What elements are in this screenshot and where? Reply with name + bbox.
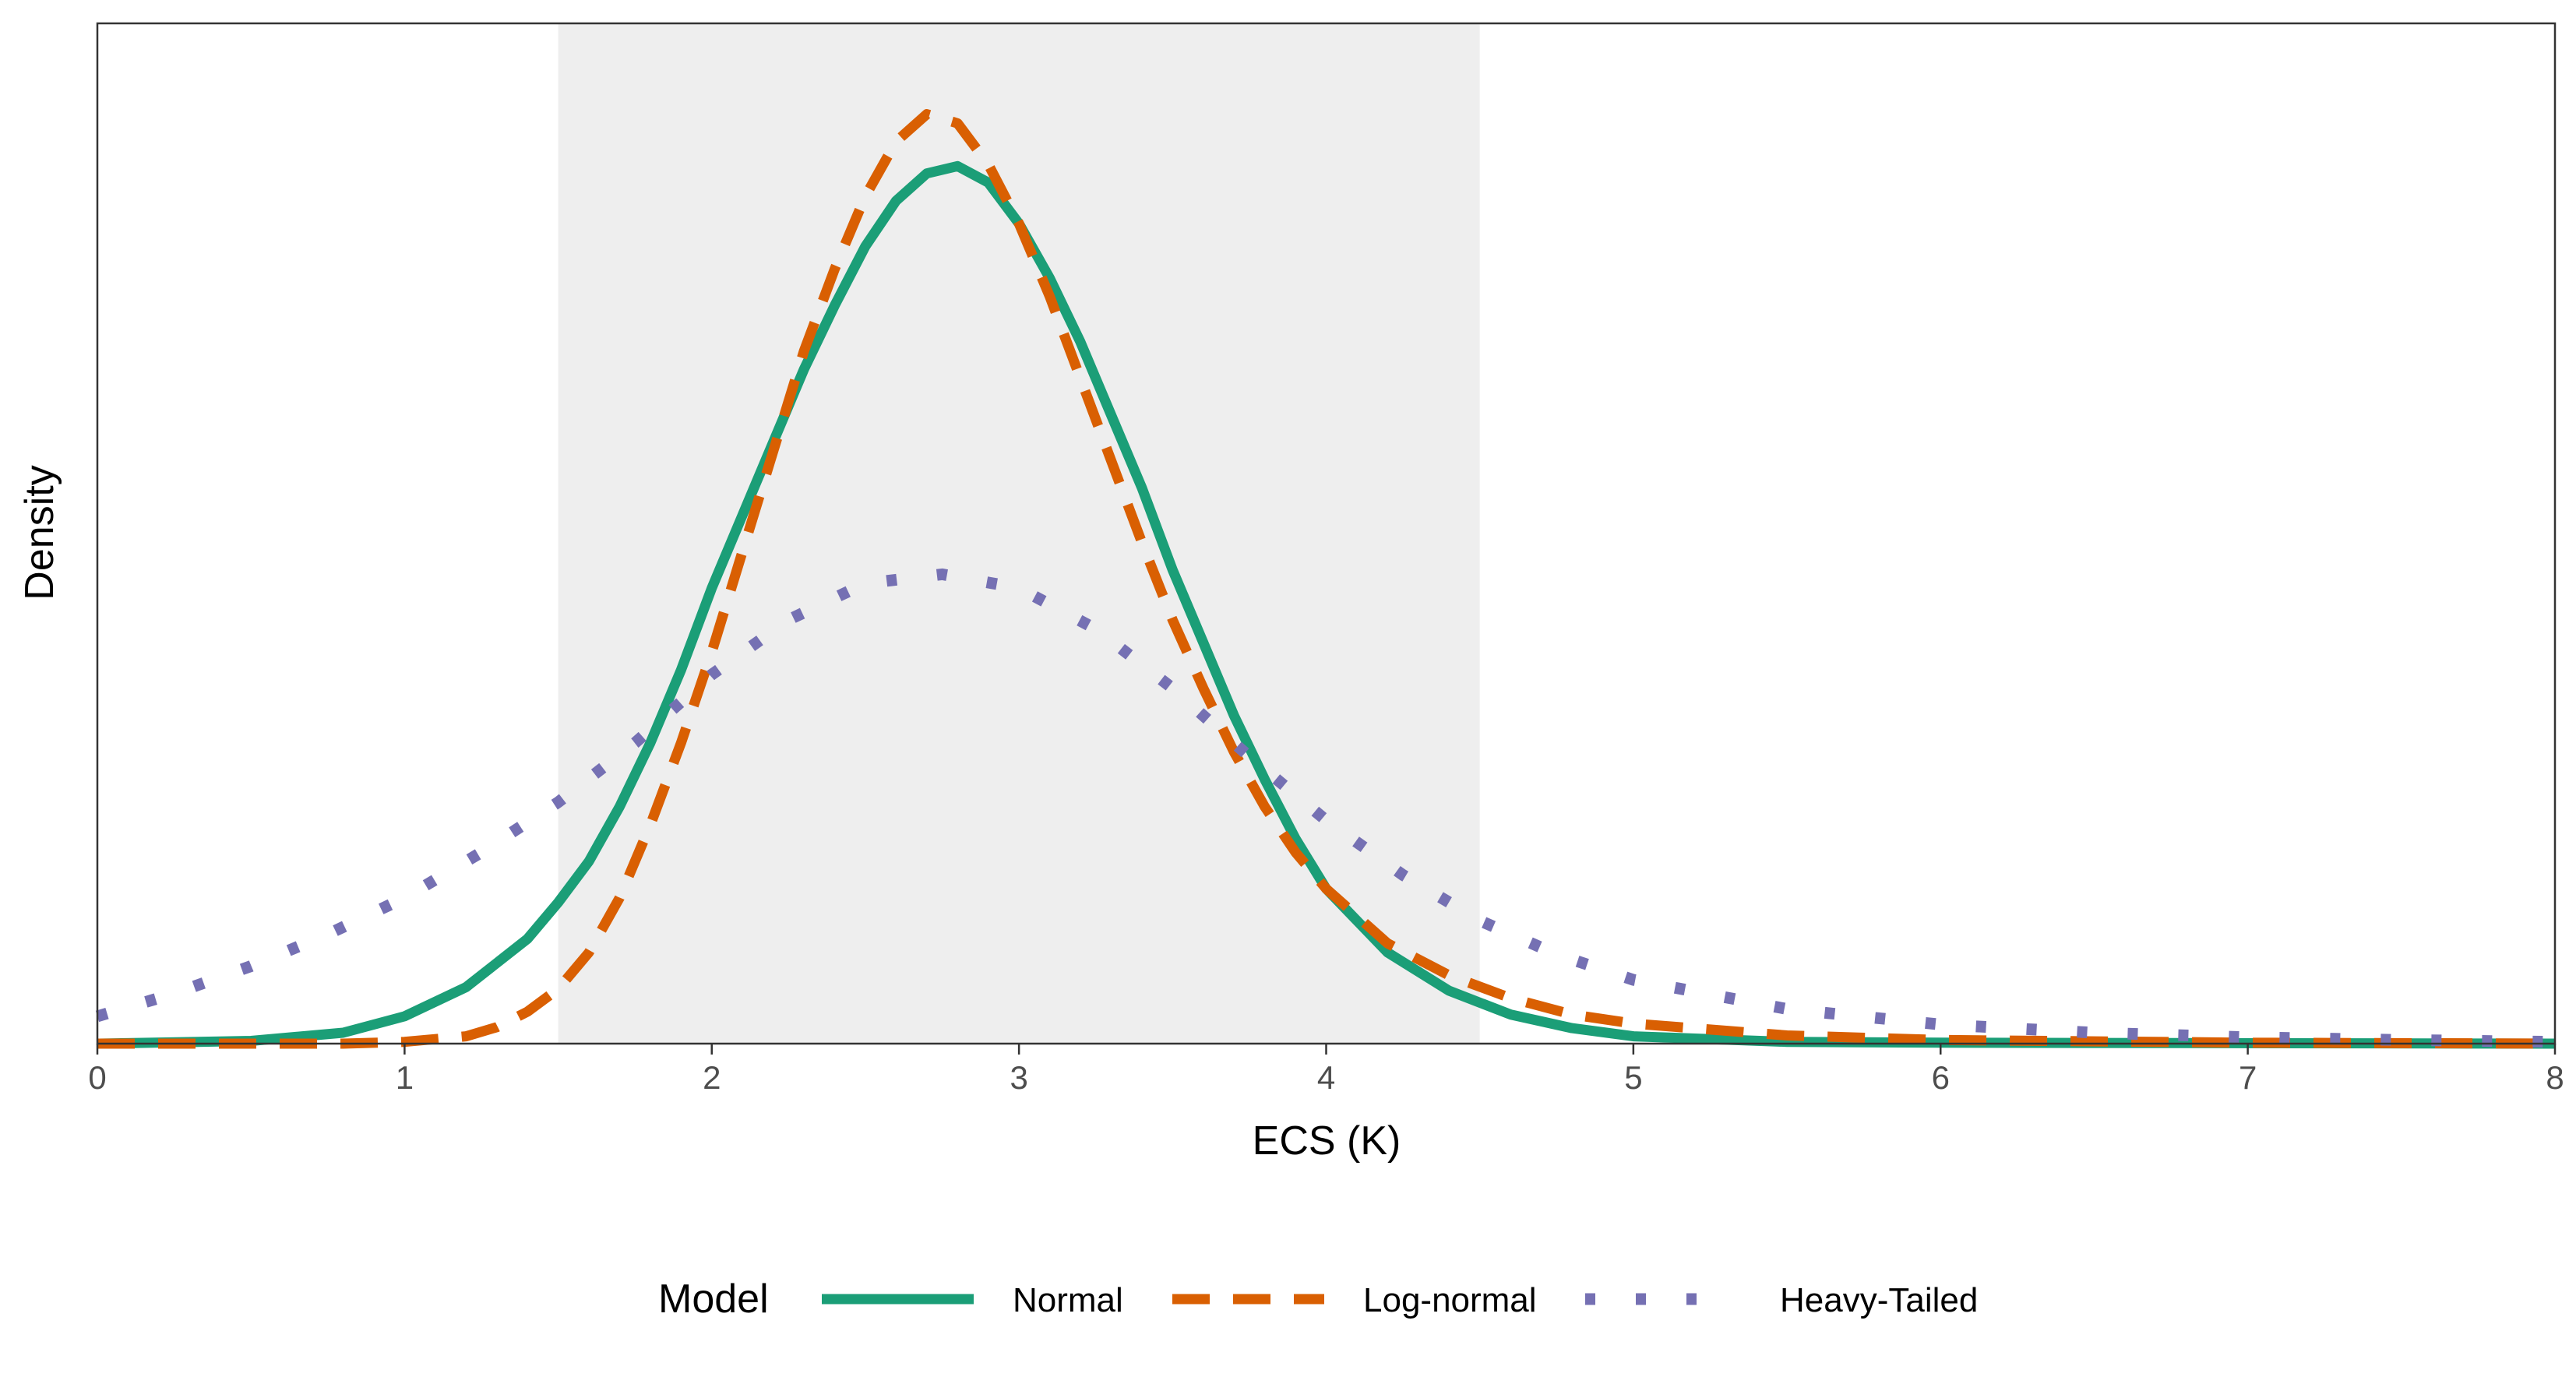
x-tick-label: 7 bbox=[2239, 1059, 2257, 1096]
x-tick-label: 5 bbox=[1624, 1059, 1642, 1096]
series-line-heavy-tailed bbox=[95, 568, 2556, 1048]
series-line-log-normal bbox=[97, 109, 2556, 1049]
legend-label: Log-normal bbox=[1363, 1281, 1537, 1319]
x-axis: 0 1 2 3 4 5 6 7 8 bbox=[88, 1044, 2564, 1096]
x-tick-label: 1 bbox=[396, 1059, 414, 1096]
x-tick-label: 4 bbox=[1317, 1059, 1335, 1096]
plot-area bbox=[95, 22, 2557, 1049]
legend-label: Normal bbox=[1013, 1281, 1123, 1319]
legend-title: Model bbox=[658, 1277, 769, 1322]
x-tick-label: 6 bbox=[1932, 1059, 1950, 1096]
x-tick-label: 3 bbox=[1010, 1059, 1027, 1096]
legend-label: Heavy-Tailed bbox=[1780, 1281, 1978, 1319]
x-tick-label: 2 bbox=[703, 1059, 721, 1096]
y-axis-title: Density bbox=[17, 465, 62, 600]
shaded-range bbox=[558, 23, 1480, 1044]
x-axis-title: ECS (K) bbox=[1253, 1118, 1401, 1164]
x-tick-label: 8 bbox=[2546, 1059, 2564, 1096]
legend: Model Normal Log-normal Heavy-Tailed bbox=[658, 1277, 1978, 1322]
x-tick-label: 0 bbox=[88, 1059, 106, 1096]
series-line-normal bbox=[97, 160, 2556, 1049]
